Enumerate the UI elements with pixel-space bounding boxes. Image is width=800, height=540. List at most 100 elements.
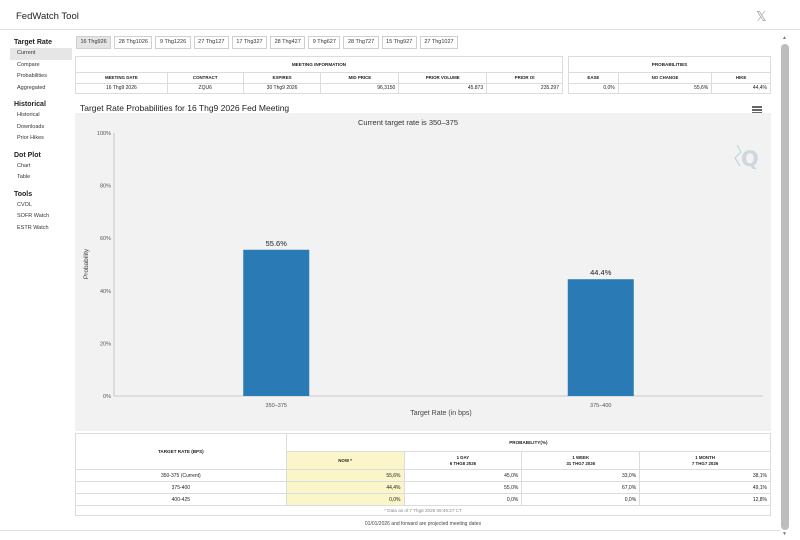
column-header-1-week: 1 WEEK 31 THG7 2026 bbox=[521, 451, 641, 470]
meeting-information-table: MEETING INFORMATION MEETING DATE CONTRAC… bbox=[75, 56, 563, 94]
bar[interactable] bbox=[243, 249, 310, 396]
probability-cell: 44,4% bbox=[285, 481, 405, 494]
sidebar-section-tools: Tools CVOL SOFR Watch ESTR Watch bbox=[10, 188, 72, 235]
chart-background bbox=[75, 113, 771, 431]
sidebar-section-target-rate: Target Rate Current Compare Probabilitie… bbox=[10, 36, 72, 94]
table-row: 400-425 0,0% 0,0% 0,0% 12,8% bbox=[75, 493, 771, 506]
sidebar-heading: Tools bbox=[14, 190, 33, 198]
y-tick-label: 80% bbox=[100, 184, 111, 190]
sidebar: Target Rate Current Compare Probabilitie… bbox=[10, 36, 72, 238]
probability-cell: 12,8% bbox=[639, 493, 771, 506]
probability-cell: 45,0% bbox=[403, 469, 523, 482]
tab-meeting-date[interactable]: 16 Thg926 bbox=[76, 36, 112, 49]
column-header-1-day: 1 DAY 6 THG8 2026 bbox=[403, 451, 523, 470]
probability-cell: 67,0% bbox=[521, 481, 641, 494]
target-rate-cell: 375-400 bbox=[75, 481, 287, 494]
tab-meeting-date[interactable]: 9 Thg1226 bbox=[155, 36, 191, 49]
sidebar-item-compare[interactable]: Compare bbox=[17, 61, 40, 68]
y-tick-label: 60% bbox=[100, 236, 111, 242]
y-axis-title: Probability bbox=[83, 248, 90, 279]
sidebar-item-prior-hikes[interactable]: Prior Hikes bbox=[17, 135, 44, 142]
column-header: TARGET RATE (BPS) bbox=[75, 433, 287, 470]
sidebar-item-probabilities[interactable]: Probabilities bbox=[17, 73, 47, 80]
divider bbox=[0, 530, 780, 531]
table-section-title: MEETING INFORMATION bbox=[75, 56, 563, 73]
x-axis-title: Target Rate (in bps) bbox=[410, 410, 471, 417]
probabilities-table: PROBABILITIES EASE NO CHANGE HIKE 0,0% 5… bbox=[568, 56, 771, 94]
probability-cell: 38,1% bbox=[639, 469, 771, 482]
tab-meeting-date[interactable]: 27 Thg1027 bbox=[419, 36, 459, 49]
sidebar-item-table[interactable]: Table bbox=[17, 174, 31, 181]
q-watermark-icon: Q bbox=[734, 144, 759, 171]
bar[interactable] bbox=[567, 279, 634, 396]
column-header-1-month: 1 MONTH 7 THG7 2026 bbox=[639, 451, 771, 470]
sidebar-heading: Dot Plot bbox=[14, 151, 41, 159]
tab-meeting-date[interactable]: 28 Thg1026 bbox=[114, 36, 153, 49]
sidebar-item-cvol[interactable]: CVOL bbox=[17, 201, 32, 208]
tab-meeting-date[interactable]: 9 Thg627 bbox=[308, 36, 341, 49]
column-group-header: PROBABILITY(%) bbox=[285, 433, 772, 452]
probability-cell: 33,0% bbox=[521, 469, 641, 482]
x-tick-label: 375–400 bbox=[590, 403, 611, 409]
table-cell: 235.297 bbox=[486, 82, 563, 94]
app-title: FedWatch Tool bbox=[16, 11, 79, 22]
table-section-title: PROBABILITIES bbox=[568, 56, 771, 73]
table-row: 350-375 (Current) 55,6% 45,0% 33,0% 38,1… bbox=[75, 469, 771, 482]
sidebar-item-sofr-watch[interactable]: SOFR Watch bbox=[17, 213, 50, 220]
table-cell: 45.873 bbox=[398, 82, 488, 94]
sidebar-item-chart[interactable]: Chart bbox=[17, 162, 31, 169]
sidebar-item-estr-watch[interactable]: ESTR Watch bbox=[17, 224, 49, 231]
column-header: EASE bbox=[568, 72, 619, 84]
y-tick-label: 20% bbox=[100, 341, 111, 347]
bar-data-label: 55.6% bbox=[266, 239, 288, 248]
tab-meeting-date[interactable]: 27 Thg127 bbox=[193, 36, 229, 49]
projected-dates-footer: 01/01/2026 and forward are projected mee… bbox=[364, 521, 482, 527]
tab-meeting-date[interactable]: 15 Thg927 bbox=[381, 36, 417, 49]
tab-meeting-date[interactable]: 17 Thg327 bbox=[231, 36, 268, 49]
column-header: EXPIRES bbox=[242, 72, 322, 84]
table-cell: ZQU6 bbox=[166, 82, 244, 94]
y-tick-label: 100% bbox=[97, 131, 111, 137]
tab-meeting-date[interactable]: 28 Thg727 bbox=[343, 36, 379, 49]
tab-meeting-date[interactable]: 28 Thg427 bbox=[270, 36, 306, 49]
probability-bar-chart: Current target rate is 350–375 Q 0% 20% 40… bbox=[75, 113, 771, 431]
sidebar-heading: Historical bbox=[14, 101, 46, 108]
probability-cell: 0,0% bbox=[285, 493, 405, 506]
title-bar: FedWatch Tool 𝕏 bbox=[0, 0, 800, 30]
y-tick-label: 40% bbox=[100, 289, 111, 295]
sidebar-item-current[interactable]: Current bbox=[10, 48, 72, 60]
column-header: NO CHANGE bbox=[617, 72, 713, 84]
meeting-date-tabs: 16 Thg926 28 Thg1026 9 Thg1226 27 Thg127… bbox=[76, 36, 461, 50]
table-cell: 44,4% bbox=[711, 82, 771, 94]
sidebar-section-historical: Historical Historical Downloads Prior Hi… bbox=[10, 98, 72, 145]
svg-text:Q: Q bbox=[741, 147, 759, 171]
target-rate-probability-table: TARGET RATE (BPS) PROBABILITY(%) NOW * 1… bbox=[75, 433, 772, 516]
column-header: PRIOR OI bbox=[486, 72, 563, 84]
scrollbar-thumb[interactable] bbox=[781, 44, 789, 530]
table-cell: 16 Thg9 2026 bbox=[75, 82, 168, 94]
probability-cell: 55,0% bbox=[403, 481, 523, 494]
probability-cell: 55,6% bbox=[285, 469, 405, 482]
sidebar-heading: Target Rate bbox=[14, 39, 52, 46]
probability-cell: 49,1% bbox=[639, 481, 771, 494]
sidebar-item-aggregated[interactable]: Aggregated bbox=[17, 84, 46, 91]
sidebar-item-downloads[interactable]: Downloads bbox=[17, 123, 45, 130]
table-cell: 30 Thg9 2026 bbox=[242, 82, 322, 94]
target-rate-cell: 350-375 (Current) bbox=[75, 469, 287, 482]
table-row: 375-400 44,4% 55,0% 67,0% 49,1% bbox=[75, 481, 771, 494]
sidebar-item-historical[interactable]: Historical bbox=[17, 112, 40, 119]
table-cell: 0,0% bbox=[568, 82, 619, 94]
scroll-up-icon[interactable]: ▲ bbox=[782, 35, 787, 41]
data-timestamp-note: * Data as of 7 Thg8 2026 09:49:27 CT bbox=[75, 505, 771, 516]
y-tick-label: 0% bbox=[103, 394, 111, 400]
chart-subtitle: Current target rate is 350–375 bbox=[358, 118, 458, 127]
close-icon[interactable]: 𝕏 bbox=[756, 9, 767, 24]
scroll-down-icon[interactable]: ▼ bbox=[782, 531, 787, 537]
column-header: PRIOR VOLUME bbox=[398, 72, 488, 84]
table-cell: 55,6% bbox=[617, 82, 713, 94]
column-header: MID PRICE bbox=[320, 72, 400, 84]
bar-data-label: 44.4% bbox=[590, 268, 612, 277]
column-header: CONTRACT bbox=[166, 72, 244, 84]
target-rate-cell: 400-425 bbox=[75, 493, 287, 506]
probability-cell: 0,0% bbox=[521, 493, 641, 506]
